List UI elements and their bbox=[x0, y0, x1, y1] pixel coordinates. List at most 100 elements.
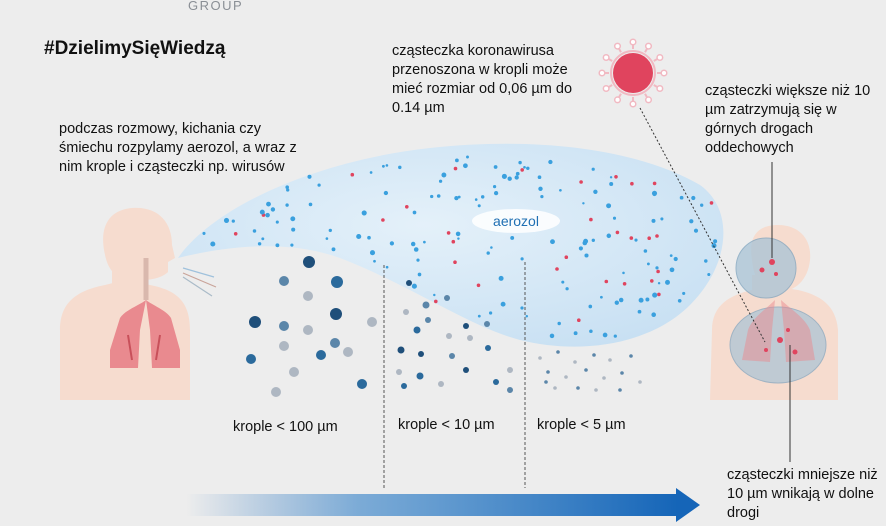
droplet-5 bbox=[576, 386, 580, 390]
aerosol-dot bbox=[634, 238, 638, 242]
aerosol-dot bbox=[430, 194, 434, 199]
droplets-5-label: krople < 5 µm bbox=[537, 417, 626, 433]
droplet-10 bbox=[444, 295, 450, 301]
droplet-10 bbox=[401, 383, 407, 389]
aerosol-dot bbox=[538, 186, 543, 191]
aerosol-dot bbox=[389, 241, 395, 246]
aerosol-dot bbox=[476, 283, 481, 288]
aerosol-dot bbox=[411, 283, 417, 289]
aerosol-dot bbox=[614, 300, 619, 305]
aerosol-dot bbox=[618, 297, 624, 303]
aerosol-dot bbox=[622, 271, 625, 275]
breath-lines bbox=[182, 267, 217, 297]
droplet-10 bbox=[418, 351, 424, 357]
droplet-10 bbox=[467, 335, 473, 341]
aerosol-dot bbox=[669, 267, 675, 273]
aerosol-dot bbox=[651, 218, 656, 223]
droplet-100 bbox=[303, 325, 313, 335]
droplet-10 bbox=[396, 369, 402, 375]
aerosol-dot bbox=[413, 247, 419, 252]
aerosol-dot bbox=[523, 165, 526, 169]
aerosol-dot bbox=[564, 255, 569, 259]
droplet-5 bbox=[594, 388, 598, 392]
aerosol-dot bbox=[500, 301, 506, 307]
virus-spike-tip bbox=[602, 53, 610, 62]
aerosol-dot bbox=[385, 265, 389, 269]
aerosol-dot bbox=[613, 334, 617, 338]
aerosol-dot bbox=[646, 262, 650, 266]
aerosol-dot bbox=[526, 166, 530, 171]
aerosol-dot bbox=[565, 287, 569, 291]
droplet-100 bbox=[303, 291, 313, 301]
virus-spike-tip bbox=[629, 38, 637, 46]
aerosol-dot bbox=[559, 188, 562, 192]
droplet-10 bbox=[446, 333, 452, 339]
droplet-100 bbox=[289, 367, 299, 377]
aerosol-dot bbox=[416, 258, 420, 262]
aerosol-dot bbox=[480, 195, 485, 199]
droplets-5-group bbox=[538, 350, 642, 392]
aerosol-dot bbox=[290, 216, 296, 222]
droplet-10 bbox=[449, 353, 455, 359]
aerosol-dot bbox=[630, 181, 634, 186]
virus-spike-tip bbox=[613, 96, 622, 104]
droplet-100 bbox=[357, 379, 367, 389]
aerosol-dot bbox=[441, 172, 447, 178]
droplet-100 bbox=[249, 316, 261, 328]
coronavirus-icon bbox=[598, 38, 668, 108]
aerosol-dot bbox=[453, 260, 457, 265]
droplet-100 bbox=[331, 276, 343, 288]
droplet-10 bbox=[397, 346, 405, 354]
droplet-100 bbox=[279, 276, 289, 286]
aerosol-dot bbox=[655, 234, 659, 238]
aerosol-dot bbox=[308, 202, 313, 207]
aerosol-dot bbox=[361, 210, 367, 216]
aerosol-dot bbox=[561, 280, 565, 284]
aerosol-dot bbox=[275, 220, 279, 224]
droplet-5 bbox=[618, 388, 622, 392]
aerosol-dot bbox=[210, 241, 216, 247]
aerosol-dot bbox=[677, 298, 682, 303]
aerosol-dot bbox=[466, 155, 469, 159]
aerosol-dot bbox=[573, 331, 578, 336]
droplet-5 bbox=[629, 354, 633, 358]
aerosol-dot bbox=[438, 179, 443, 183]
aerosol-dot bbox=[290, 243, 294, 247]
aerosol-dot bbox=[652, 181, 657, 186]
aerosol-dot bbox=[700, 203, 704, 207]
aerosol-dot bbox=[493, 190, 499, 196]
aerosol-dot bbox=[540, 194, 544, 199]
aerosol-dot bbox=[381, 164, 385, 168]
aerosol-dot bbox=[550, 239, 555, 245]
aerosol-dot bbox=[367, 235, 371, 240]
aerosol-dot bbox=[591, 238, 595, 242]
droplet-100 bbox=[316, 350, 326, 360]
aerosol-dot bbox=[548, 159, 553, 165]
droplet-5 bbox=[608, 358, 612, 362]
aerosol-dot bbox=[490, 246, 493, 249]
aerosol-dot bbox=[682, 291, 686, 295]
aerosol-dot bbox=[457, 237, 460, 240]
aerosol-dot bbox=[679, 195, 684, 200]
aerosol-dot bbox=[615, 230, 620, 235]
aerosol-dot bbox=[455, 158, 459, 163]
droplet-5 bbox=[556, 350, 560, 354]
droplet-100 bbox=[246, 354, 256, 364]
droplet-100 bbox=[279, 321, 289, 331]
aerosol-dot bbox=[369, 250, 376, 256]
aerosol-dot bbox=[657, 292, 661, 297]
aerosol-dot bbox=[286, 188, 290, 192]
aerosol-dot bbox=[433, 293, 436, 297]
aerosol-dot bbox=[265, 212, 270, 218]
droplet-5 bbox=[553, 386, 557, 390]
aerosol-dot bbox=[291, 227, 296, 232]
aerosol-dot bbox=[713, 239, 718, 244]
aerosol-dot bbox=[637, 309, 642, 314]
aerosol-dot bbox=[514, 175, 519, 180]
hashtag-title: #DzielimySięWiedzą bbox=[44, 38, 226, 59]
aerosol-dot bbox=[257, 242, 262, 246]
right-arrow-icon bbox=[186, 488, 700, 522]
droplet-10 bbox=[493, 379, 499, 385]
droplet-5 bbox=[564, 375, 568, 379]
droplet-10 bbox=[403, 309, 409, 315]
